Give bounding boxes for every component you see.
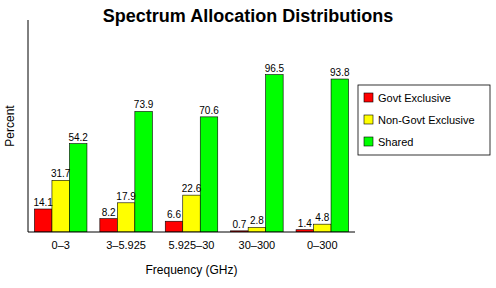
legend: Govt Exclusive Non-Govt Exclusive Shared <box>358 85 490 155</box>
legend-label: Non-Govt Exclusive <box>378 114 475 126</box>
x-tick-label: 30–300 <box>239 239 276 251</box>
bar <box>69 144 87 232</box>
bar <box>165 221 183 232</box>
data-label: 96.5 <box>265 63 285 74</box>
data-label: 2.8 <box>250 215 264 226</box>
chart: Spectrum Allocation Distributions 14.1 31.… <box>0 0 496 288</box>
bar <box>117 203 135 232</box>
bar <box>34 209 52 232</box>
data-label: 0.7 <box>232 219 246 230</box>
data-label: 22.6 <box>182 183 202 194</box>
data-label: 73.9 <box>134 99 154 110</box>
x-tick-label: 5.925–30 <box>169 239 215 251</box>
x-tick-label: 0–3 <box>52 239 70 251</box>
legend-label: Govt Exclusive <box>378 92 451 104</box>
data-label: 1.4 <box>298 218 312 229</box>
y-axis-label: Percent <box>3 105 17 147</box>
bar <box>100 219 118 232</box>
legend-swatch <box>364 137 373 146</box>
bar <box>314 224 332 232</box>
data-label: 17.9 <box>116 191 136 202</box>
bar <box>52 180 69 232</box>
data-label: 31.7 <box>51 168 71 179</box>
bar <box>200 117 218 232</box>
legend-swatch <box>364 115 373 124</box>
bar <box>266 75 284 232</box>
x-axis-label: Frequency (GHz) <box>145 263 237 277</box>
x-tick-label: 3–5.925 <box>106 239 146 251</box>
bar <box>135 111 153 232</box>
data-labels: 14.1 31.7 54.2 8.217.9 73.9 6.6 22.6 70.6 0.7 2.8… <box>33 63 350 230</box>
title: Spectrum Allocation Distributions <box>103 6 393 26</box>
bar <box>248 227 266 232</box>
data-label: 4.8 <box>315 212 329 223</box>
legend-swatch <box>364 93 373 102</box>
x-tick-label: 0–300 <box>307 239 338 251</box>
data-label: 93.8 <box>330 67 350 78</box>
data-label: 6.6 <box>167 209 181 220</box>
bar <box>183 195 201 232</box>
bars <box>34 75 348 232</box>
y-axis <box>28 20 29 232</box>
data-label: 70.6 <box>199 105 219 116</box>
legend-box <box>358 85 490 155</box>
data-label: 54.2 <box>68 132 88 143</box>
legend-label: Shared <box>378 136 413 148</box>
data-label: 14.1 <box>33 197 53 208</box>
bar <box>331 79 349 232</box>
data-label: 8.2 <box>102 207 116 218</box>
x-axis <box>28 232 355 233</box>
